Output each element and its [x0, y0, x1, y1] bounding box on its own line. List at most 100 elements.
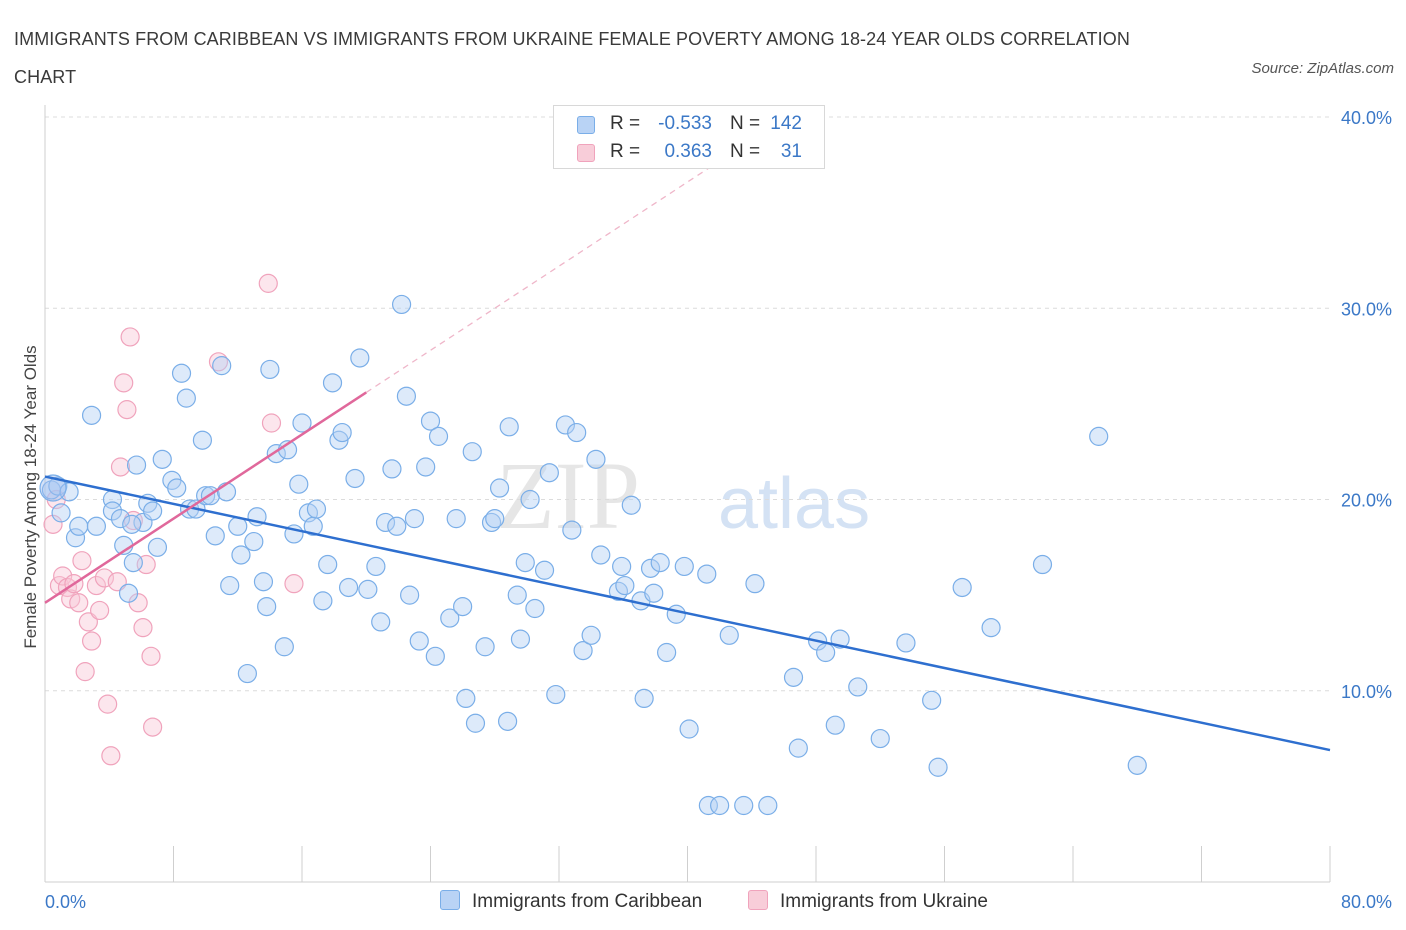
- caribbean-swatch: [440, 890, 460, 910]
- caribbean-point: [118, 583, 139, 603]
- caribbean-point: [274, 637, 294, 657]
- y-tick-label: 40.0%: [1341, 108, 1392, 128]
- caribbean-point: [404, 509, 425, 529]
- caribbean-points: [39, 294, 1147, 816]
- caribbean-point: [257, 596, 277, 617]
- caribbean-point: [65, 528, 86, 548]
- caribbean-point: [546, 684, 566, 705]
- ukraine-point: [141, 646, 161, 666]
- caribbean-point: [231, 545, 251, 565]
- caribbean-point: [788, 738, 808, 758]
- r-value: 0.363: [664, 141, 712, 162]
- caribbean-point: [567, 422, 587, 443]
- trend-lines: [44, 139, 1331, 752]
- ukraine-swatch: [577, 144, 595, 162]
- ukraine-point: [90, 600, 110, 621]
- ukraine-point: [258, 273, 278, 293]
- ukraine-trend-extension: [365, 139, 753, 393]
- ukraine-point: [284, 574, 304, 594]
- caribbean-point: [387, 516, 407, 536]
- caribbean-point: [322, 373, 343, 393]
- r-label: R =: [610, 113, 641, 134]
- caribbean-point: [216, 482, 237, 502]
- caribbean-point: [446, 509, 466, 529]
- caribbean-point: [679, 719, 699, 739]
- ukraine-point: [133, 618, 153, 638]
- caribbean-point: [666, 604, 686, 624]
- caribbean-point: [440, 608, 460, 628]
- caribbean-point: [176, 388, 196, 408]
- caribbean-point: [123, 553, 143, 573]
- grid: [45, 116, 1330, 692]
- x-tick-label: 0.0%: [45, 892, 86, 912]
- caribbean-point: [674, 556, 694, 577]
- caribbean-point: [205, 526, 225, 546]
- caribbean-point: [289, 474, 309, 494]
- caribbean-point: [719, 625, 739, 645]
- caribbean-point: [212, 356, 232, 376]
- caribbean-point: [783, 667, 804, 687]
- caribbean-point: [375, 512, 396, 533]
- caribbean-point: [400, 585, 420, 605]
- caribbean-point: [581, 625, 601, 645]
- caribbean-point: [425, 646, 445, 666]
- caribbean-point: [825, 715, 845, 735]
- caribbean-point: [1127, 755, 1147, 775]
- stats-legend-row-ukraine: R = 0.363 N = 31: [554, 138, 824, 166]
- chart-title: IMMIGRANTS FROM CARIBBEAN VS IMMIGRANTS …: [14, 29, 1130, 87]
- ukraine-point: [110, 457, 131, 477]
- legend-item-ukraine[interactable]: Immigrants from Ukraine: [748, 888, 988, 916]
- caribbean-point: [86, 516, 107, 536]
- caribbean-point: [147, 537, 168, 557]
- ukraine-point: [114, 373, 134, 393]
- caribbean-point: [539, 463, 559, 483]
- ukraine-point: [261, 413, 282, 433]
- x-tick-label: 80.0%: [1341, 892, 1392, 912]
- tick-labels: 10.0% 20.0% 30.0% 40.0% 0.0% 80.0%: [45, 108, 1392, 912]
- caribbean-point: [848, 677, 868, 697]
- caribbean-point: [313, 591, 333, 611]
- r-label: R =: [610, 141, 641, 162]
- caribbean-point: [515, 553, 535, 573]
- caribbean-point: [102, 501, 123, 521]
- caribbean-point: [332, 422, 352, 443]
- caribbean-point: [244, 531, 264, 552]
- caribbean-point: [612, 556, 632, 577]
- caribbean-point: [345, 468, 365, 489]
- caribbean-point: [485, 509, 505, 529]
- legend-label: Immigrants from Caribbean: [472, 891, 703, 912]
- caribbean-point: [48, 476, 68, 496]
- ukraine-point: [53, 566, 73, 586]
- legend-label: Immigrants from Ukraine: [780, 891, 988, 912]
- source-label: Source: ZipAtlas.com: [1251, 60, 1394, 77]
- caribbean-point: [745, 574, 765, 594]
- caribbean-point: [350, 348, 370, 368]
- caribbean-point: [292, 413, 312, 433]
- caribbean-point: [1089, 426, 1109, 446]
- y-tick-label: 10.0%: [1341, 682, 1392, 702]
- caribbean-point: [428, 426, 449, 446]
- ukraine-point: [78, 612, 98, 632]
- caribbean-point: [1032, 554, 1053, 575]
- caribbean-point: [650, 553, 670, 573]
- caribbean-point: [420, 411, 441, 431]
- caribbean-point: [710, 795, 730, 816]
- caribbean-point: [318, 554, 338, 575]
- y-axis-label: Female Poverty Among 18-24 Year Olds: [21, 345, 40, 648]
- legend-item-caribbean[interactable]: Immigrants from Caribbean: [440, 888, 702, 916]
- caribbean-point: [591, 545, 611, 565]
- ukraine-point: [81, 631, 102, 651]
- caribbean-point: [615, 575, 635, 596]
- caribbean-point: [391, 294, 412, 315]
- caribbean-point: [499, 417, 519, 437]
- caribbean-point: [896, 633, 916, 653]
- caribbean-point: [409, 631, 429, 651]
- caribbean-point: [475, 637, 495, 657]
- caribbean-point: [498, 711, 518, 731]
- ukraine-point: [143, 717, 163, 737]
- caribbean-point: [525, 598, 545, 619]
- caribbean-point: [338, 577, 359, 598]
- caribbean-point: [456, 688, 476, 709]
- caribbean-point: [167, 478, 187, 498]
- caribbean-point: [816, 642, 836, 663]
